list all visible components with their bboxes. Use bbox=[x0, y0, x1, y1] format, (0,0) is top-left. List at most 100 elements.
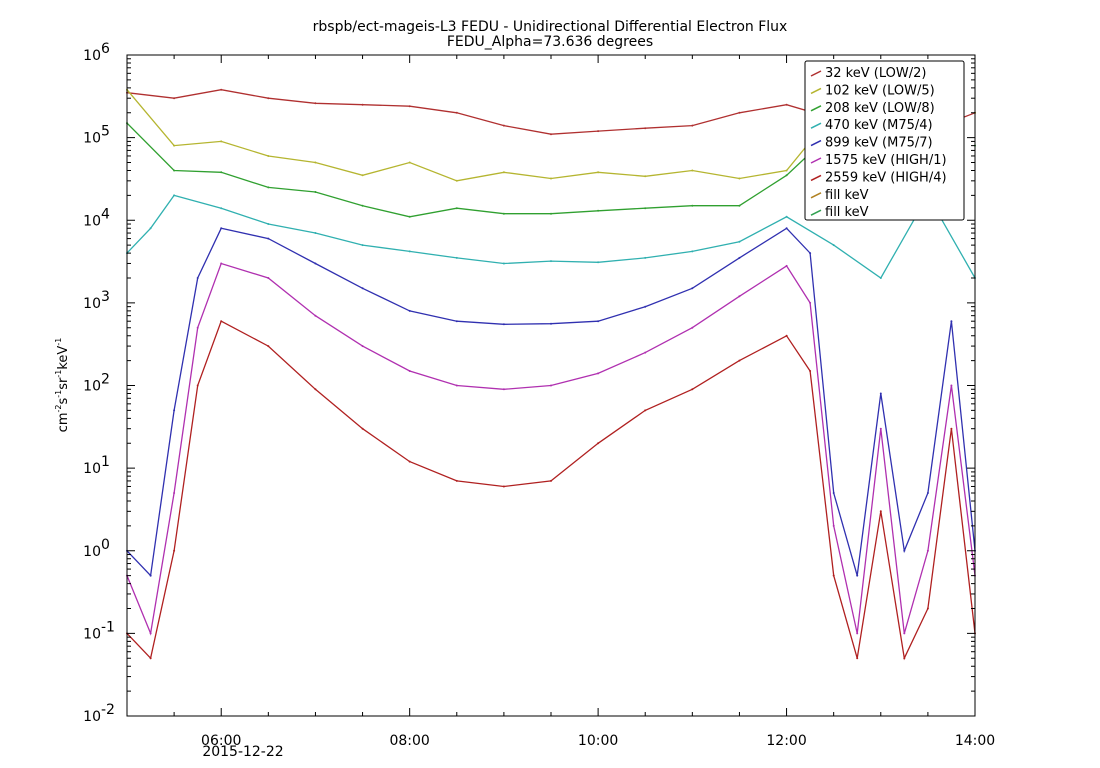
data-point bbox=[597, 171, 600, 174]
data-point bbox=[738, 240, 741, 243]
legend-label: 2559 keV (HIGH/4) bbox=[825, 170, 947, 185]
data-point bbox=[691, 250, 694, 253]
y-axis-label-kev: keV bbox=[56, 346, 71, 370]
data-point bbox=[597, 261, 600, 264]
data-point bbox=[267, 237, 270, 240]
y-axis-label-cm: cm bbox=[56, 413, 71, 433]
data-point bbox=[455, 479, 458, 482]
data-point bbox=[785, 174, 788, 177]
data-point bbox=[455, 320, 458, 323]
legend-swatch bbox=[810, 174, 822, 182]
data-point bbox=[220, 140, 223, 143]
y-axis-label-kev-exp: -1 bbox=[54, 338, 63, 346]
data-point bbox=[691, 204, 694, 207]
data-point bbox=[149, 574, 152, 577]
data-point bbox=[220, 207, 223, 210]
data-point bbox=[809, 252, 812, 255]
data-point bbox=[502, 323, 505, 326]
data-point bbox=[267, 277, 270, 279]
data-point bbox=[173, 549, 176, 552]
data-point bbox=[550, 177, 552, 180]
data-point bbox=[267, 223, 270, 225]
data-point bbox=[455, 111, 458, 114]
data-point bbox=[832, 574, 835, 577]
data-point bbox=[267, 97, 270, 100]
data-point bbox=[738, 359, 741, 362]
data-point bbox=[550, 133, 552, 136]
y-tick-label: 10 bbox=[83, 709, 101, 725]
x-tick-label: 06:00 bbox=[201, 733, 241, 749]
y-axis-label: cm-2s-1sr-1keV-1 bbox=[54, 338, 71, 433]
data-point bbox=[220, 227, 223, 230]
data-point bbox=[691, 388, 694, 391]
data-point bbox=[950, 320, 953, 323]
data-point bbox=[314, 232, 317, 234]
data-point bbox=[903, 657, 906, 660]
data-point bbox=[950, 427, 953, 430]
data-point bbox=[691, 169, 694, 172]
y-tick-label-exponent: -1 bbox=[101, 619, 115, 635]
data-point bbox=[644, 207, 647, 210]
data-point bbox=[220, 320, 223, 323]
data-point bbox=[856, 657, 859, 660]
legend-label: fill keV bbox=[825, 188, 869, 203]
data-point bbox=[809, 370, 812, 372]
data-point bbox=[455, 179, 458, 182]
data-point bbox=[644, 409, 647, 412]
data-point bbox=[856, 632, 859, 635]
data-point bbox=[173, 492, 176, 494]
data-point bbox=[926, 607, 929, 610]
data-point bbox=[879, 392, 882, 395]
data-point bbox=[597, 209, 600, 212]
legend-label: 32 keV (LOW/2) bbox=[825, 66, 926, 81]
legend-box bbox=[804, 60, 965, 221]
data-point bbox=[879, 510, 882, 513]
y-axis-label-s: s bbox=[56, 398, 71, 405]
y-tick-label: 10 bbox=[83, 544, 101, 560]
y-tick-label-exponent: -2 bbox=[101, 702, 115, 718]
data-point bbox=[408, 161, 411, 164]
legend-label: fill keV bbox=[825, 205, 869, 220]
legend-swatch bbox=[810, 87, 822, 95]
data-point bbox=[926, 549, 929, 552]
data-point bbox=[267, 155, 270, 157]
data-point bbox=[879, 277, 882, 279]
data-point bbox=[950, 384, 953, 387]
data-point bbox=[738, 177, 741, 180]
data-point bbox=[809, 301, 812, 304]
data-point bbox=[832, 244, 835, 247]
data-point bbox=[550, 322, 552, 325]
data-point bbox=[314, 102, 317, 105]
data-point bbox=[314, 314, 317, 317]
legend-label: 102 keV (LOW/5) bbox=[825, 83, 935, 98]
data-point bbox=[220, 171, 223, 174]
data-point bbox=[408, 250, 411, 253]
data-point bbox=[173, 194, 176, 197]
legend-label: 899 keV (M75/7) bbox=[825, 136, 933, 151]
x-tick-label: 12:00 bbox=[766, 733, 806, 749]
data-point bbox=[196, 384, 199, 387]
data-point bbox=[361, 103, 364, 106]
y-tick-label: 10 bbox=[83, 48, 101, 64]
x-tick-label: 10:00 bbox=[578, 733, 618, 749]
data-point bbox=[597, 442, 600, 445]
data-point bbox=[173, 97, 176, 100]
data-point bbox=[550, 212, 552, 215]
y-tick-label-exponent: 0 bbox=[101, 537, 110, 553]
data-point bbox=[361, 174, 364, 177]
data-point bbox=[149, 227, 152, 230]
x-tick-label: 08:00 bbox=[389, 733, 429, 749]
legend-swatch bbox=[810, 157, 822, 164]
series-line-4 bbox=[126, 194, 976, 279]
data-point bbox=[597, 130, 600, 133]
data-point bbox=[832, 492, 835, 494]
y-axis-label-cm-exp: -2 bbox=[54, 405, 63, 413]
legend-swatch bbox=[810, 209, 822, 216]
data-point bbox=[738, 295, 741, 298]
data-point bbox=[408, 105, 411, 108]
legend-swatch bbox=[810, 70, 822, 77]
data-point bbox=[903, 549, 906, 552]
data-point bbox=[502, 171, 505, 174]
